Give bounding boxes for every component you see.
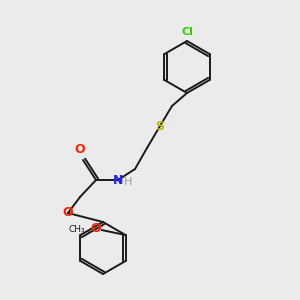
Text: H: H [124, 177, 132, 187]
Text: O: O [90, 223, 101, 236]
Text: methoxy: methoxy [88, 231, 94, 232]
Text: O: O [75, 143, 85, 156]
Text: CH₃: CH₃ [69, 224, 85, 233]
Text: S: S [155, 119, 164, 133]
Text: N: N [113, 173, 123, 187]
Text: O: O [63, 206, 73, 220]
Text: Cl: Cl [181, 27, 193, 37]
